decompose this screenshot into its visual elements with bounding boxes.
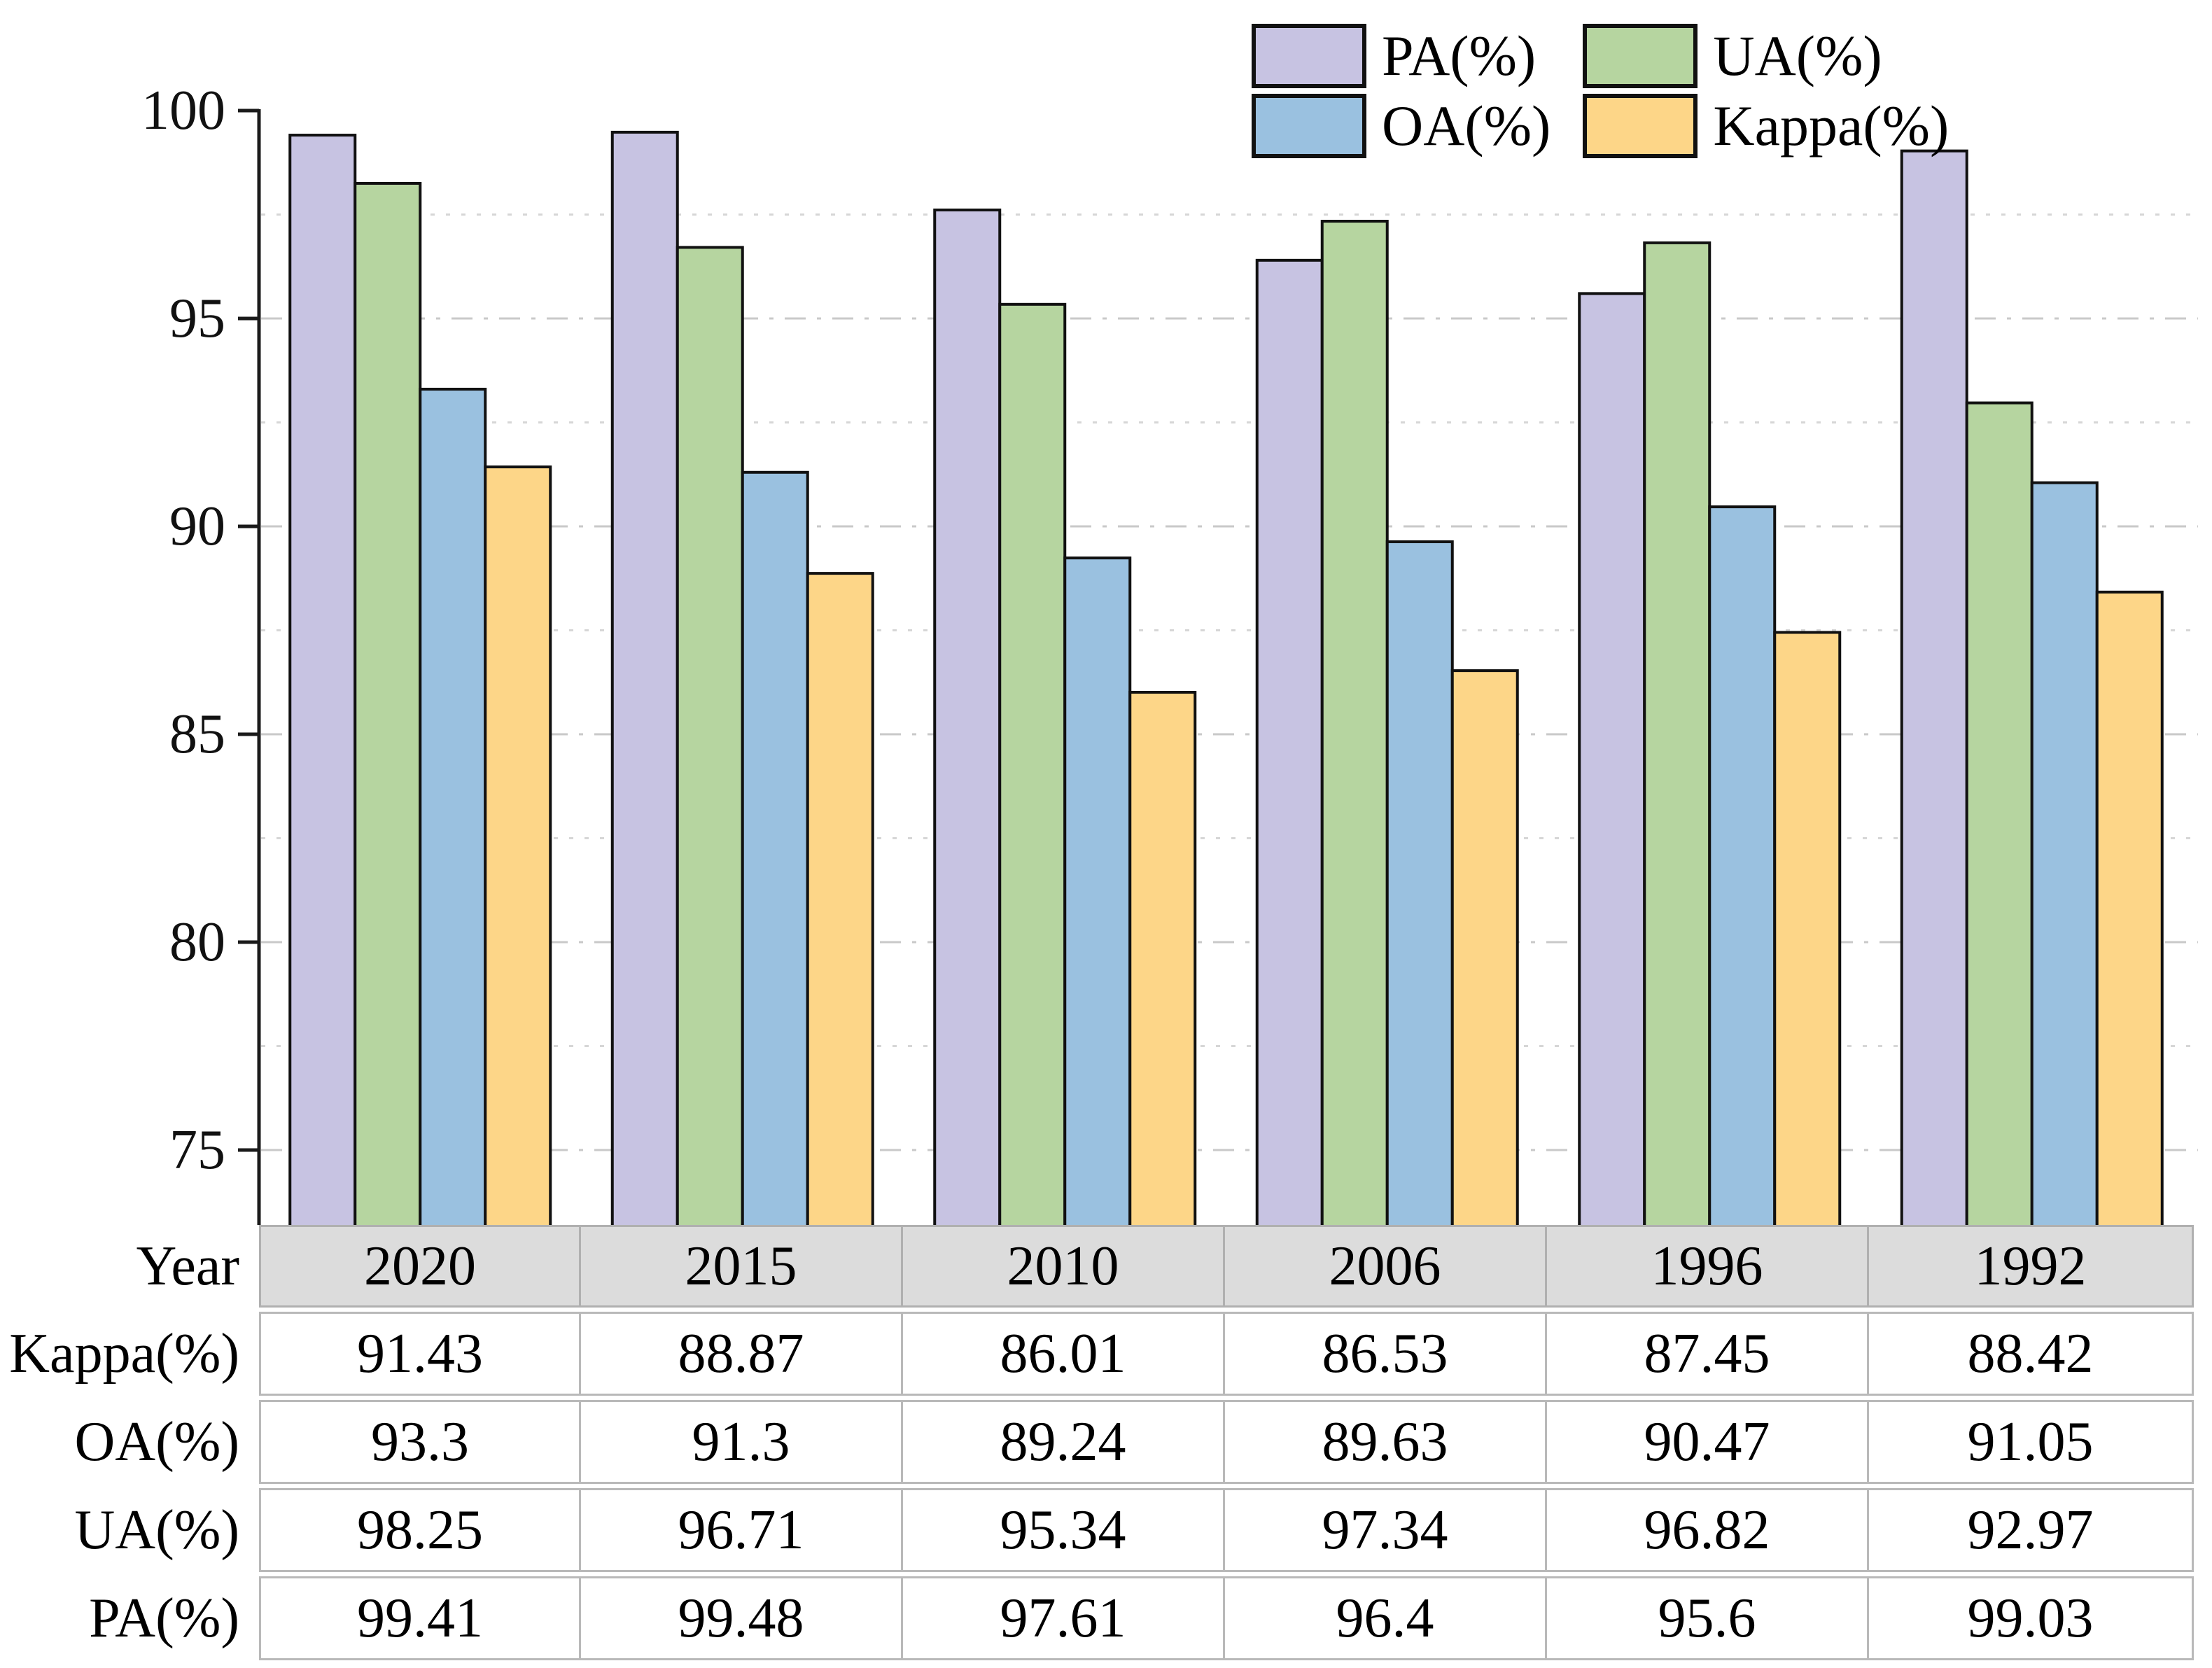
table-row: PA(%) 99.41 99.48 97.61 96.4 95.6 99.03 <box>0 1576 2194 1660</box>
table-header-year-1996: 1996 <box>1547 1225 1869 1308</box>
y-tick-label-90: 90 <box>169 496 225 557</box>
bar-kappa-2020 <box>484 465 552 1225</box>
accuracy-table: Year 2020 2015 2010 2006 1996 1992 Kappa(%) 91… <box>0 1221 2194 1665</box>
bar-ua-1992 <box>1965 401 2033 1225</box>
bar-kappa-2015 <box>806 572 874 1225</box>
legend-label-kappa: Kappa(%) <box>1713 94 1949 157</box>
table-cell: 95.6 <box>1547 1576 1869 1660</box>
bar-kappa-1996 <box>1773 631 1842 1225</box>
bar-chart-plot: 75 80 85 90 95 100 <box>141 80 2198 1225</box>
bar-oa-2010 <box>1063 556 1132 1225</box>
bar-pa-1996 <box>1578 292 1646 1225</box>
bar-ua-1996 <box>1643 241 1712 1225</box>
table-row-label: Kappa(%) <box>9 1323 239 1385</box>
legend-swatch-oa-icon <box>1252 94 1366 158</box>
legend-item-ua: UA(%) <box>1583 24 1949 88</box>
table-cell: 88.87 <box>581 1312 903 1396</box>
bar-ua-2010 <box>998 302 1067 1225</box>
legend-swatch-kappa-icon <box>1583 94 1698 158</box>
table-cell: 93.3 <box>259 1400 581 1484</box>
y-tick-label-85: 85 <box>169 703 225 765</box>
bar-kappa-1992 <box>2095 590 2164 1225</box>
bar-oa-2015 <box>741 470 809 1225</box>
table-corner-label: Year <box>136 1235 239 1297</box>
bar-kappa-2010 <box>1128 691 1197 1225</box>
table-row-label: OA(%) <box>74 1411 239 1473</box>
y-tick-label-75: 75 <box>169 1119 225 1181</box>
table-cell: 99.41 <box>259 1576 581 1660</box>
bar-pa-2006 <box>1255 258 1324 1225</box>
y-tick-label-100: 100 <box>141 80 225 141</box>
table-row: OA(%) 93.3 91.3 89.24 89.63 90.47 91.05 <box>0 1400 2194 1484</box>
table-header-year-2010: 2010 <box>903 1225 1225 1308</box>
bar-pa-2020 <box>288 134 357 1225</box>
y-tick-label-95: 95 <box>169 288 225 349</box>
bar-kappa-2006 <box>1450 669 1519 1225</box>
bar-ua-2006 <box>1320 220 1389 1225</box>
table-row: UA(%) 98.25 96.71 95.34 97.34 96.82 92.97 <box>0 1488 2194 1572</box>
accuracy-table-wrap: Year 2020 2015 2010 2006 1996 1992 Kappa(%) 91… <box>0 1225 2212 1665</box>
table-cell: 86.53 <box>1225 1312 1547 1396</box>
table-row-label: PA(%) <box>89 1588 239 1649</box>
legend-item-kappa: Kappa(%) <box>1583 94 1949 158</box>
table-header-year-1992: 1992 <box>1869 1225 2194 1308</box>
table-cell: 97.61 <box>903 1576 1225 1660</box>
table-cell: 92.97 <box>1869 1488 2194 1572</box>
table-cell: 91.43 <box>259 1312 581 1396</box>
table-cell: 87.45 <box>1547 1312 1869 1396</box>
legend-swatch-ua-icon <box>1583 24 1698 88</box>
table-cell: 91.05 <box>1869 1400 2194 1484</box>
legend-item-pa: PA(%) <box>1252 24 1550 88</box>
bar-ua-2020 <box>354 181 422 1225</box>
legend-item-oa: OA(%) <box>1252 94 1550 158</box>
table-header-year-2020: 2020 <box>259 1225 581 1308</box>
table-cell: 89.63 <box>1225 1400 1547 1484</box>
bar-oa-2020 <box>419 387 487 1225</box>
table-row-label: UA(%) <box>74 1499 239 1561</box>
table-cell: 96.71 <box>581 1488 903 1572</box>
table-header-year-2015: 2015 <box>581 1225 903 1308</box>
table-row: Kappa(%) 91.43 88.87 86.01 86.53 87.45 88.42 <box>0 1312 2194 1396</box>
table-cell: 86.01 <box>903 1312 1225 1396</box>
bar-pa-2015 <box>610 130 679 1225</box>
table-header-row: Year 2020 2015 2010 2006 1996 1992 <box>0 1225 2194 1308</box>
legend-swatch-pa-icon <box>1252 24 1366 88</box>
y-tick-label-80: 80 <box>169 911 225 973</box>
bar-oa-2006 <box>1385 540 1454 1225</box>
table-cell: 96.82 <box>1547 1488 1869 1572</box>
table-cell: 88.42 <box>1869 1312 2194 1396</box>
table-cell: 96.4 <box>1225 1576 1547 1660</box>
table-cell: 99.03 <box>1869 1576 2194 1660</box>
table-cell: 99.48 <box>581 1576 903 1660</box>
bar-ua-2015 <box>676 246 744 1225</box>
legend-label-ua: UA(%) <box>1713 24 1882 87</box>
bar-oa-1996 <box>1708 505 1777 1225</box>
bar-pa-2010 <box>933 208 1002 1225</box>
bar-pa-1992 <box>1900 149 1968 1225</box>
table-cell: 97.34 <box>1225 1488 1547 1572</box>
bar-oa-1992 <box>2030 481 2099 1225</box>
table-header-year-2006: 2006 <box>1225 1225 1547 1308</box>
table-cell: 89.24 <box>903 1400 1225 1484</box>
legend-label-pa: PA(%) <box>1382 24 1536 87</box>
table-cell: 98.25 <box>259 1488 581 1572</box>
table-cell: 95.34 <box>903 1488 1225 1572</box>
legend-label-oa: OA(%) <box>1382 94 1551 157</box>
table-cell: 91.3 <box>581 1400 903 1484</box>
table-cell: 90.47 <box>1547 1400 1869 1484</box>
chart-legend: PA(%) UA(%) OA(%) Kappa(%) <box>1252 24 1949 158</box>
